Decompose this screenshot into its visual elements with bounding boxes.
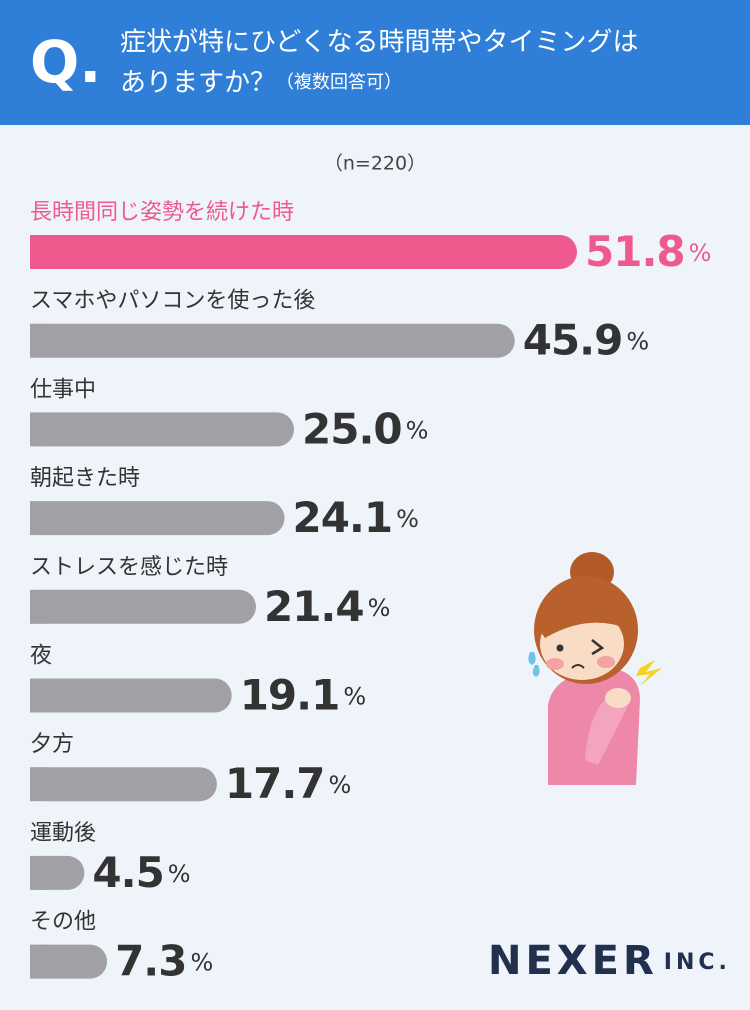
category-label: ストレスを感じた時 bbox=[30, 555, 228, 580]
value-number: 51.8 bbox=[585, 227, 685, 276]
category-label: 夜 bbox=[30, 644, 52, 669]
bar bbox=[30, 944, 108, 979]
bar bbox=[30, 501, 285, 536]
value-unit: % bbox=[626, 328, 648, 356]
brand: NEXER INC. bbox=[488, 938, 731, 984]
value-number: 25.0 bbox=[302, 404, 402, 453]
question-mark: Q. bbox=[30, 28, 101, 96]
value-unit: % bbox=[168, 860, 190, 888]
value-label: 51.8% bbox=[585, 227, 711, 276]
value-label: 45.9% bbox=[523, 315, 649, 364]
value-label: 25.0% bbox=[302, 404, 428, 453]
bar-flat-start bbox=[30, 412, 47, 447]
chart-title: ありますか？（複数回答可） bbox=[120, 68, 402, 98]
value-label: 17.7% bbox=[225, 759, 351, 808]
value-number: 19.1 bbox=[240, 670, 340, 719]
value-unit: % bbox=[368, 594, 390, 622]
category-label: 夕方 bbox=[30, 732, 74, 757]
value-unit: % bbox=[343, 683, 365, 711]
chart-title: 症状が特にひどくなる時間帯やタイミングは bbox=[120, 28, 638, 58]
category-label: 長時間同じ姿勢を続けた時 bbox=[30, 200, 294, 225]
illustration bbox=[528, 552, 662, 785]
value-label: 7.3% bbox=[115, 936, 212, 985]
value-unit: % bbox=[396, 505, 418, 533]
bar-flat-start bbox=[30, 767, 47, 802]
brand-suffix: INC. bbox=[664, 950, 731, 975]
bar-flat-start bbox=[30, 235, 47, 269]
value-unit: % bbox=[190, 949, 212, 977]
bar bbox=[30, 589, 256, 624]
value-label: 24.1% bbox=[292, 493, 418, 542]
bar-flat-start bbox=[30, 944, 47, 979]
bar-flat-start bbox=[30, 323, 47, 358]
value-number: 17.7 bbox=[225, 759, 325, 808]
bar bbox=[30, 235, 578, 269]
header bbox=[0, 0, 750, 125]
value-number: 4.5 bbox=[92, 847, 163, 896]
chart-title: ありますか？ bbox=[120, 68, 276, 98]
bar-flat-start bbox=[30, 501, 47, 536]
value-number: 7.3 bbox=[115, 936, 186, 985]
subtitle: （n=220） bbox=[324, 153, 426, 175]
category-label: 仕事中 bbox=[30, 377, 96, 402]
value-number: 24.1 bbox=[292, 493, 392, 542]
value-unit: % bbox=[689, 239, 711, 267]
bar-flat-start bbox=[30, 589, 47, 624]
bar-flat-start bbox=[30, 678, 47, 713]
bar bbox=[30, 678, 232, 713]
value-number: 45.9 bbox=[523, 315, 623, 364]
bar bbox=[30, 323, 515, 358]
bar-flat-start bbox=[30, 855, 47, 890]
category-label: 朝起きた時 bbox=[30, 466, 140, 491]
category-label: 運動後 bbox=[30, 821, 96, 846]
brand-name: NEXER bbox=[488, 938, 658, 984]
category-label: スマホやパソコンを使った後 bbox=[30, 289, 315, 314]
bar bbox=[30, 412, 294, 447]
value-unit: % bbox=[329, 771, 351, 799]
value-label: 19.1% bbox=[240, 670, 366, 719]
bar bbox=[30, 767, 217, 802]
value-label: 21.4% bbox=[264, 581, 390, 630]
value-label: 4.5% bbox=[92, 847, 189, 896]
value-number: 21.4 bbox=[264, 581, 364, 630]
value-unit: % bbox=[406, 416, 428, 444]
category-label: その他 bbox=[30, 910, 96, 935]
title-note: （複数回答可） bbox=[276, 72, 402, 93]
